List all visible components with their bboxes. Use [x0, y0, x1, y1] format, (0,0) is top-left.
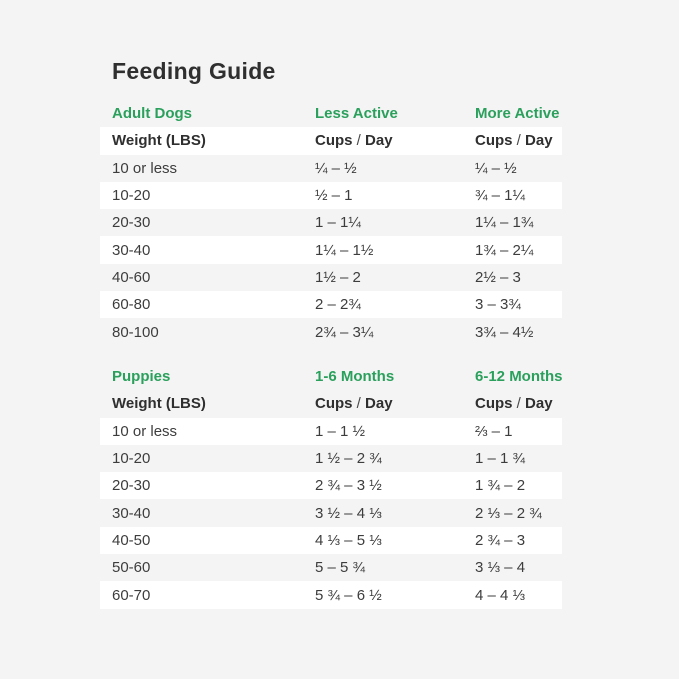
- puppies-column-header-row: Weight (LBS) Cups / Day Cups / Day: [100, 390, 562, 417]
- table-row: 30-40 3 ½ – 4 ⅓ 2 ⅓ – 2 ¾: [100, 499, 562, 526]
- months-6-12-cell: 2 ⅓ – 2 ¾: [475, 504, 542, 522]
- table-row: 10-20 1 ½ – 2 ¾ 1 – 1 ¾: [100, 445, 562, 472]
- weight-cell: 10-20: [112, 187, 151, 205]
- table-row: 80-100 2¾ – 3¼ 3¾ – 4½: [100, 318, 562, 345]
- more-active-cell: 3 – 3¾: [475, 296, 521, 314]
- months-6-12-cell: 3 ⅓ – 4: [475, 559, 526, 577]
- weight-cell: 20-30: [112, 477, 151, 495]
- slash-separator: /: [352, 132, 366, 150]
- less-active-cell: ½ – 1: [315, 187, 353, 205]
- day-label: Day: [525, 395, 553, 413]
- puppies-table-rows: 10 or less 1 – 1 ½ ⅔ – 1 10-20 1 ½ – 2 ¾…: [100, 417, 562, 609]
- adult-section-header-row: Adult Dogs Less Active More Active: [100, 100, 562, 127]
- weight-cell: 10 or less: [112, 159, 178, 177]
- months-1-6-cell: 5 – 5 ¾: [315, 559, 366, 577]
- months-1-6-cell: 3 ½ – 4 ⅓: [315, 504, 382, 522]
- table-row: 40-60 1½ – 2 2½ – 3: [100, 264, 562, 291]
- months-6-12-cell: 4 – 4 ⅓: [475, 586, 526, 604]
- weight-cell: 20-30: [112, 214, 151, 232]
- cups-label: Cups: [475, 395, 513, 413]
- cups-per-day-header: Cups / Day: [475, 395, 562, 412]
- adult-section-label: Adult Dogs: [112, 105, 192, 123]
- months-1-6-column-label: 1-6 Months: [315, 368, 395, 386]
- table-row: 40-50 4 ⅓ – 5 ⅓ 2 ¾ – 3: [100, 526, 562, 555]
- puppies-section-label: Puppies: [112, 368, 171, 386]
- table-row: 10 or less 1 – 1 ½ ⅔ – 1: [100, 417, 562, 445]
- table-row: 50-60 5 – 5 ¾ 3 ⅓ – 4: [100, 554, 562, 581]
- table-row: 10-20 ½ – 1 ¾ – 1¼: [100, 181, 562, 210]
- weight-cell: 60-70: [112, 586, 151, 604]
- months-6-12-column-label: 6-12 Months: [475, 368, 563, 386]
- weight-cell: 40-50: [112, 531, 151, 549]
- months-6-12-cell: 1 ¾ – 2: [475, 477, 526, 495]
- less-active-cell: 2 – 2¾: [315, 296, 361, 314]
- months-1-6-cell: 1 – 1 ½: [315, 422, 366, 440]
- more-active-cell: 1¼ – 1¾: [475, 214, 534, 232]
- months-1-6-cell: 1 ½ – 2 ¾: [315, 450, 382, 468]
- table-row: 30-40 1¼ – 1½ 1¾ – 2¼: [100, 236, 562, 264]
- table-row: 60-80 2 – 2¾ 3 – 3¾: [100, 291, 562, 319]
- less-active-cell: 1½ – 2: [315, 268, 361, 286]
- less-active-cell: 1¼ – 1½: [315, 241, 374, 259]
- weight-cell: 50-60: [112, 559, 151, 577]
- more-active-cell: 2½ – 3: [475, 268, 521, 286]
- less-active-cell: 1 – 1¼: [315, 214, 361, 232]
- weight-cell: 10-20: [112, 450, 151, 468]
- months-1-6-cell: 5 ¾ – 6 ½: [315, 586, 382, 604]
- months-6-12-cell: 1 – 1 ¾: [475, 450, 526, 468]
- months-6-12-cell: 2 ¾ – 3: [475, 531, 526, 549]
- table-row: 20-30 1 – 1¼ 1¼ – 1¾: [100, 209, 562, 236]
- less-active-column-label: Less Active: [315, 105, 398, 123]
- months-6-12-cell: ⅔ – 1: [475, 422, 513, 440]
- page-title: Feeding Guide: [112, 58, 276, 84]
- adult-column-header-row: Weight (LBS) Cups / Day Cups / Day: [100, 127, 562, 155]
- more-active-cell: ¾ – 1¼: [475, 187, 526, 205]
- puppies-section-header-row: Puppies 1-6 Months 6-12 Months: [100, 363, 563, 390]
- weight-cell: 80-100: [112, 323, 159, 341]
- less-active-cell: 2¾ – 3¼: [315, 323, 374, 341]
- day-label: Day: [525, 132, 553, 150]
- cups-per-day-header: Cups / Day: [315, 395, 475, 412]
- day-label: Day: [365, 132, 393, 150]
- slash-separator: /: [512, 395, 526, 413]
- table-row: 60-70 5 ¾ – 6 ½ 4 – 4 ⅓: [100, 581, 562, 609]
- months-1-6-cell: 4 ⅓ – 5 ⅓: [315, 531, 382, 549]
- weight-cell: 10 or less: [112, 422, 178, 440]
- weight-header: Weight (LBS): [112, 395, 206, 413]
- months-1-6-cell: 2 ¾ – 3 ½: [315, 477, 382, 495]
- less-active-cell: ¼ – ½: [315, 159, 357, 177]
- slash-separator: /: [512, 132, 526, 150]
- slash-separator: /: [352, 395, 366, 413]
- weight-cell: 30-40: [112, 241, 151, 259]
- cups-label: Cups: [475, 132, 513, 150]
- table-row: 10 or less ¼ – ½ ¼ – ½: [100, 155, 562, 182]
- cups-label: Cups: [315, 132, 353, 150]
- more-active-column-label: More Active: [475, 105, 560, 123]
- cups-label: Cups: [315, 395, 353, 413]
- adult-table-rows: 10 or less ¼ – ½ ¼ – ½ 10-20 ½ – 1 ¾ – 1…: [100, 155, 562, 346]
- more-active-cell: 3¾ – 4½: [475, 323, 534, 341]
- day-label: Day: [365, 395, 393, 413]
- table-row: 20-30 2 ¾ – 3 ½ 1 ¾ – 2: [100, 472, 562, 500]
- puppies-table: Puppies 1-6 Months 6-12 Months Weight (L…: [100, 363, 563, 609]
- weight-cell: 60-80: [112, 296, 151, 314]
- adult-dogs-table: Adult Dogs Less Active More Active Weigh…: [100, 100, 562, 346]
- weight-cell: 30-40: [112, 504, 151, 522]
- more-active-cell: 1¾ – 2¼: [475, 241, 534, 259]
- weight-cell: 40-60: [112, 268, 151, 286]
- weight-header: Weight (LBS): [112, 132, 206, 150]
- more-active-cell: ¼ – ½: [475, 159, 517, 177]
- cups-per-day-header: Cups / Day: [315, 132, 475, 149]
- cups-per-day-header: Cups / Day: [475, 132, 562, 149]
